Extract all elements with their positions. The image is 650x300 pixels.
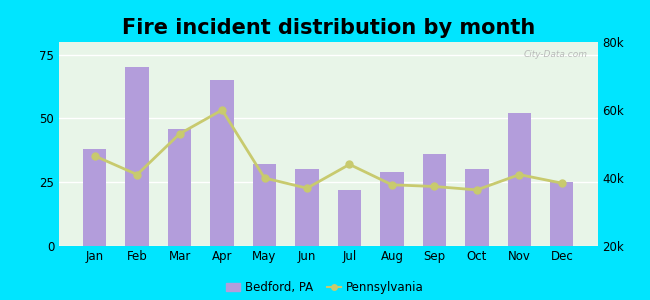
Bar [338,190,361,246]
Bar [550,182,573,246]
Bar [125,68,149,246]
Bar [83,149,107,246]
Bar [422,154,446,246]
Bar [380,172,404,246]
Legend: Bedford, PA, Pennsylvania: Bedford, PA, Pennsylvania [226,281,424,294]
Bar [465,169,489,246]
Bar [253,164,276,246]
Title: Fire incident distribution by month: Fire incident distribution by month [122,18,535,38]
Bar [168,129,191,246]
Bar [508,113,531,246]
Text: City-Data.com: City-Data.com [523,50,587,59]
Bar [211,80,234,246]
Bar [295,169,318,246]
